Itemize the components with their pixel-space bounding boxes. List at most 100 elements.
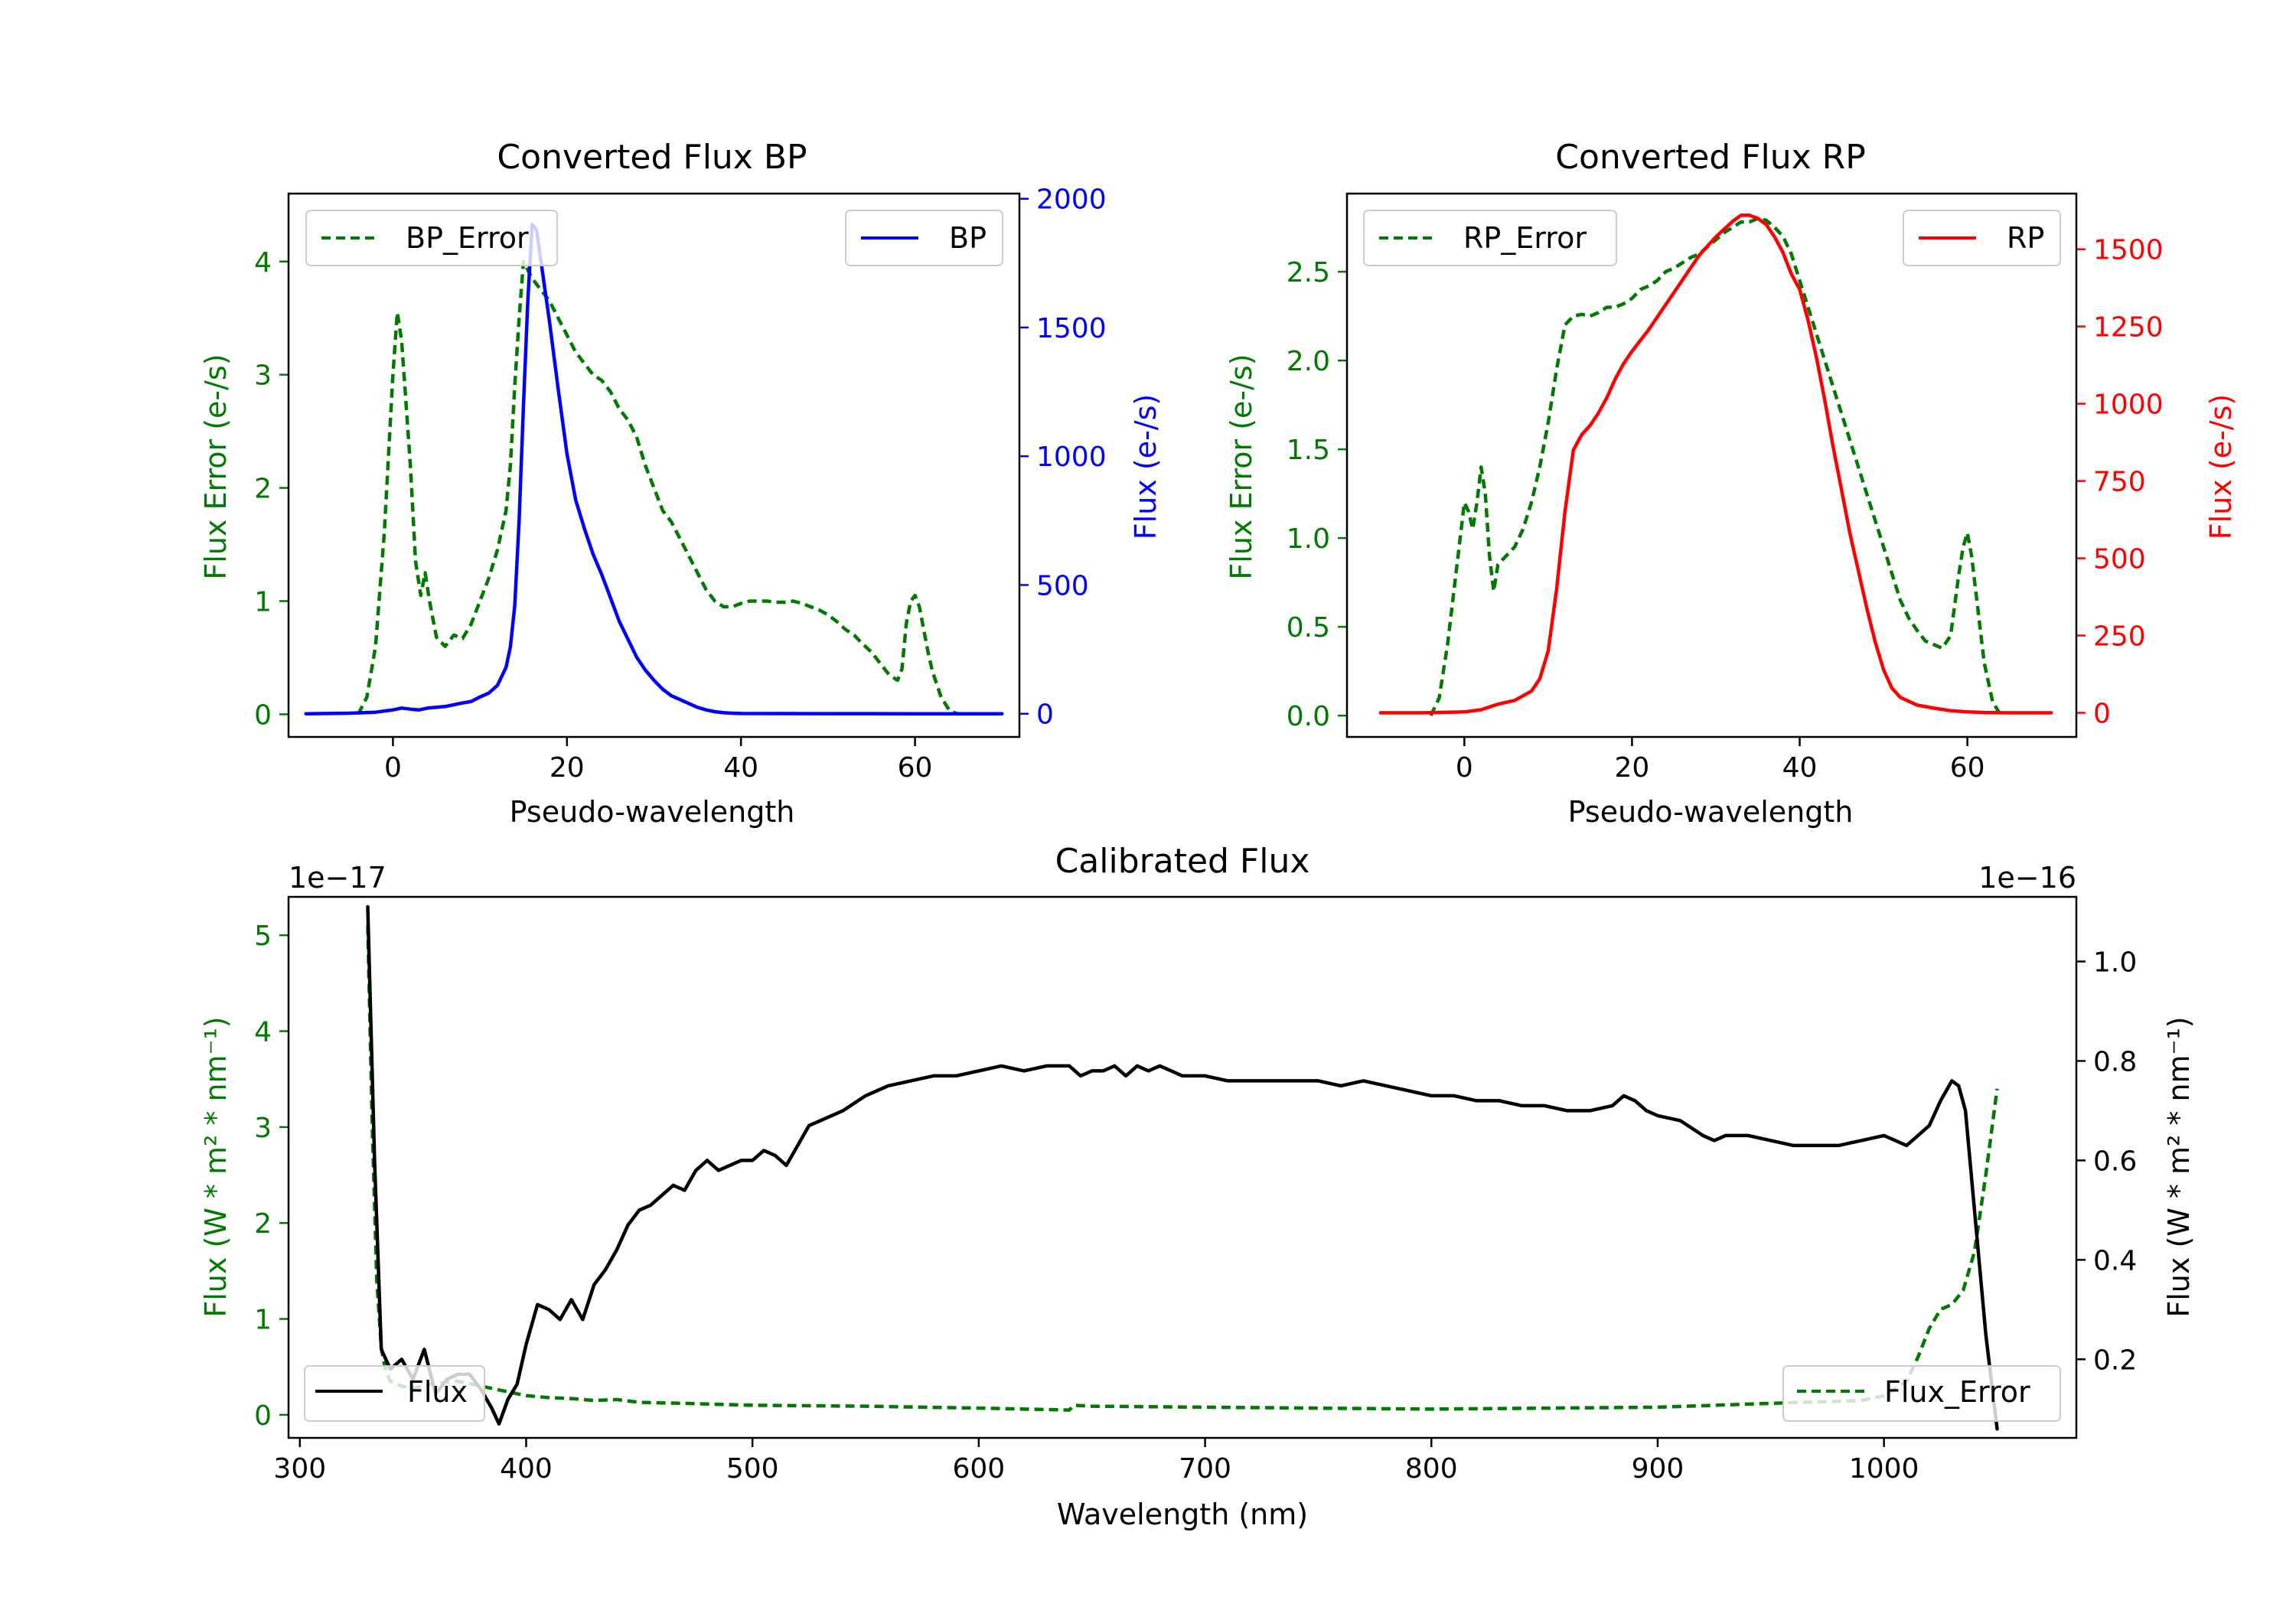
bp-x-tick-label: 60 <box>898 752 933 784</box>
panel-converted-flux-bp: Converted Flux BP 0 20 40 60 0 1 2 3 4 0 500 1000… <box>199 138 1163 829</box>
cal-x-ticks: 300 400 500 600 700 800 900 1000 <box>273 1438 1919 1485</box>
bp-x-tick-label: 40 <box>723 752 758 784</box>
bp-left-y-tick-label: 1 <box>254 587 272 618</box>
bp-series-bp <box>304 223 1004 715</box>
bp-left-y-tick-label: 2 <box>254 474 272 505</box>
calibrated-x-tick-label: 500 <box>726 1453 779 1485</box>
bp-right-y-tick-label: 1000 <box>1036 442 1107 473</box>
rp-right-y-tick-label: 0 <box>2093 698 2111 729</box>
bp-plot-frame <box>287 192 1021 738</box>
bp-left-y-ticks: 0 1 2 3 4 <box>254 247 289 731</box>
rp-legend-flux: RP <box>1903 210 2061 266</box>
panel-converted-flux-rp: Converted Flux RP 0 20 40 60 0.0 0.5 1.0 1.5 2.… <box>1225 138 2238 829</box>
rp-x-tick-label: 60 <box>1950 752 1985 784</box>
rp-left-y-tick-label: 2.5 <box>1287 257 1330 288</box>
rp-right-y-tick-label: 250 <box>2093 621 2146 653</box>
calibrated-series-flux-error <box>366 925 1999 1412</box>
bp-x-axis-label: Pseudo-wavelength <box>510 795 795 829</box>
bp-x-tick-label: 0 <box>384 752 402 784</box>
cal-title: Calibrated Flux <box>1055 842 1310 881</box>
calibrated-left-y-tick-label: 2 <box>254 1208 272 1240</box>
cal-plot-area <box>366 905 1999 1431</box>
bp-series-bp-error <box>356 259 960 716</box>
bp-legend-flux-label: BP <box>949 221 987 255</box>
rp-left-y-tick-label: 1.5 <box>1287 435 1330 466</box>
rp-legend-flux-label: RP <box>2007 221 2044 255</box>
bp-legend-error-label: BP_Error <box>406 221 529 255</box>
rp-right-y-tick-label: 750 <box>2093 467 2146 498</box>
calibrated-left-y-tick-label: 1 <box>254 1305 272 1336</box>
rp-series-rp <box>1378 214 2053 715</box>
bp-x-tick-label: 20 <box>550 752 585 784</box>
calibrated-right-y-tick-label: 0.8 <box>2093 1046 2137 1077</box>
bp-plot-area <box>304 223 1004 716</box>
cal-legend-flux-label: Flux <box>407 1375 468 1409</box>
calibrated-x-tick-label: 700 <box>1179 1453 1231 1485</box>
calibrated-left-y-tick-label: 0 <box>254 1400 272 1432</box>
rp-x-axis-label: Pseudo-wavelength <box>1568 795 1854 829</box>
bp-right-y-tick-label: 2000 <box>1036 184 1107 216</box>
cal-legend-error: Flux_Error <box>1782 1365 2061 1422</box>
cal-x-axis-label: Wavelength (nm) <box>1057 1498 1308 1531</box>
rp-right-y-tick-label: 1250 <box>2093 312 2164 344</box>
calibrated-series-flux <box>366 905 1999 1431</box>
rp-title: Converted Flux RP <box>1555 138 1866 177</box>
calibrated-right-y-tick-label: 0.6 <box>2093 1146 2137 1177</box>
bp-right-y-tick-label: 0 <box>1036 699 1054 731</box>
bp-x-ticks: 0 20 40 60 <box>384 737 933 784</box>
bp-right-y-ticks: 0 500 1000 1500 2000 <box>1019 184 1107 731</box>
panel-calibrated-flux: Calibrated Flux 1e−17 1e−16 300 400 500 600… <box>199 842 2196 1531</box>
cal-left-y-ticks: 0 1 2 3 4 5 <box>254 921 289 1432</box>
calibrated-x-tick-label: 1000 <box>1849 1453 1919 1485</box>
calibrated-left-y-tick-label: 4 <box>254 1016 272 1048</box>
calibrated-right-y-tick-label: 0.2 <box>2093 1345 2137 1376</box>
cal-left-offset-label: 1e−17 <box>289 861 386 895</box>
bp-left-y-tick-label: 4 <box>254 247 272 279</box>
rp-right-y-tick-label: 1500 <box>2093 235 2164 266</box>
calibrated-right-y-tick-label: 1.0 <box>2093 947 2137 978</box>
cal-right-offset-label: 1e−16 <box>1978 861 2076 895</box>
rp-left-y-tick-label: 2.0 <box>1287 346 1330 377</box>
bp-right-y-tick-label: 1500 <box>1036 313 1107 344</box>
bp-right-y-tick-label: 500 <box>1036 570 1089 601</box>
rp-right-y-ticks: 0 250 500 750 1000 1250 1500 <box>2076 235 2164 729</box>
rp-legend-error-label: RP_Error <box>1463 221 1587 255</box>
rp-left-y-tick-label: 0.5 <box>1287 612 1330 644</box>
cal-left-y-axis-label: Flux (W * m² * nm⁻¹) <box>199 1016 233 1317</box>
rp-x-ticks: 0 20 40 60 <box>1456 737 1985 784</box>
bp-left-y-axis-label: Flux Error (e-/s) <box>199 354 233 579</box>
bp-right-y-axis-label: Flux (e-/s) <box>1129 394 1163 539</box>
calibrated-x-tick-label: 400 <box>500 1453 553 1485</box>
rp-x-tick-label: 40 <box>1782 752 1818 784</box>
calibrated-x-tick-label: 300 <box>273 1453 326 1485</box>
rp-right-y-tick-label: 500 <box>2093 544 2146 575</box>
rp-x-tick-label: 0 <box>1456 752 1473 784</box>
bp-legend-error: BP_Error <box>305 210 558 266</box>
calibrated-left-y-tick-label: 3 <box>254 1113 272 1144</box>
cal-legend-error-label: Flux_Error <box>1884 1375 2030 1409</box>
cal-legend-flux: Flux <box>304 1365 485 1422</box>
calibrated-x-tick-label: 600 <box>953 1453 1006 1485</box>
calibrated-x-tick-label: 800 <box>1405 1453 1458 1485</box>
cal-right-y-ticks: 0.2 0.4 0.6 0.8 1.0 <box>2076 947 2137 1376</box>
calibrated-right-y-tick-label: 0.4 <box>2093 1245 2137 1276</box>
rp-x-tick-label: 20 <box>1615 752 1650 784</box>
rp-right-y-axis-label: Flux (e-/s) <box>2204 394 2238 539</box>
rp-left-y-ticks: 0.0 0.5 1.0 1.5 2.0 2.5 <box>1287 257 1347 732</box>
rp-right-y-tick-label: 1000 <box>2093 390 2164 421</box>
calibrated-left-y-tick-label: 5 <box>254 921 272 952</box>
rp-plot-frame <box>1345 192 2078 738</box>
bp-left-y-tick-label: 0 <box>254 699 272 731</box>
cal-plot-frame <box>287 895 2078 1439</box>
calibrated-x-tick-label: 900 <box>1632 1453 1684 1485</box>
bp-left-y-tick-label: 3 <box>254 360 272 392</box>
cal-right-y-axis-label: Flux (W * m² * nm⁻¹) <box>2162 1016 2196 1317</box>
rp-plot-area <box>1378 214 2053 717</box>
rp-legend-error: RP_Error <box>1363 210 1617 266</box>
bp-title: Converted Flux BP <box>497 138 807 177</box>
rp-left-y-tick-label: 0.0 <box>1287 701 1330 732</box>
rp-left-y-axis-label: Flux Error (e-/s) <box>1225 354 1258 579</box>
bp-legend-flux: BP <box>845 210 1003 266</box>
